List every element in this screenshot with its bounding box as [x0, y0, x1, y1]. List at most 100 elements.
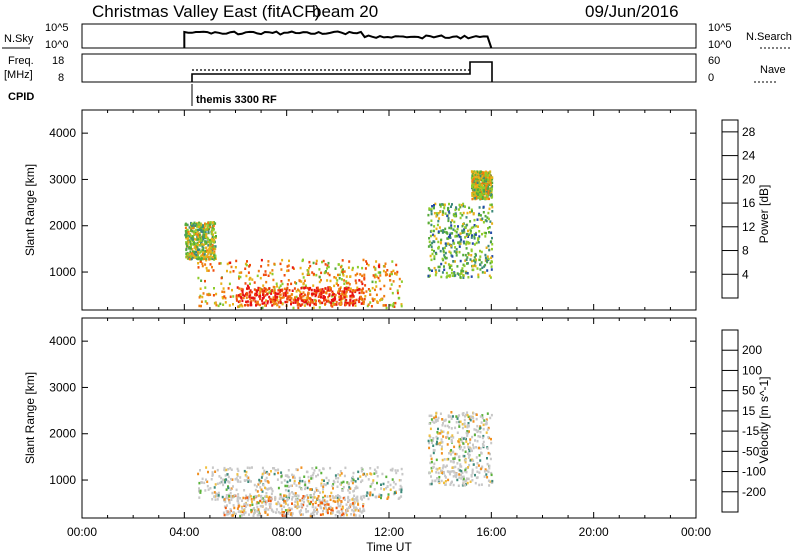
heatmap-cell [452, 239, 455, 242]
heatmap-cell [280, 268, 283, 271]
heatmap-cell [213, 241, 216, 244]
heatmap-cell [250, 510, 253, 514]
heatmap-cell [261, 501, 264, 504]
heatmap-cell [481, 232, 483, 236]
heatmap-cell [455, 415, 458, 418]
heatmap-cell [321, 288, 324, 291]
heatmap-cell [350, 294, 353, 297]
heatmap-cell [338, 288, 341, 291]
nsky-tick-low: 10^0 [45, 39, 69, 51]
heatmap-cell [469, 211, 472, 214]
heatmap-cell [278, 497, 281, 500]
heatmap-cell [220, 476, 223, 480]
heatmap-cell [228, 494, 231, 498]
heatmap-cell [480, 421, 483, 424]
heatmap-cell [307, 500, 310, 503]
heatmap-cell [248, 295, 251, 299]
heatmap-cell [205, 235, 208, 238]
heatmap-cell [239, 304, 242, 307]
heatmap-cell [491, 481, 494, 484]
heatmap-cell [451, 434, 454, 437]
heatmap-cell [294, 296, 296, 299]
heatmap-cell [305, 470, 308, 474]
heatmap-cell [379, 271, 382, 274]
heatmap-cell [299, 513, 302, 516]
plot-title: Christmas Valley East (fitACF) [92, 2, 320, 21]
heatmap-cell [471, 469, 474, 473]
heatmap-cell [360, 480, 362, 484]
heatmap-cell [400, 488, 403, 491]
heatmap-cell [372, 299, 375, 302]
heatmap-cell [333, 303, 336, 306]
heatmap-cell [313, 302, 316, 306]
heatmap-cell [209, 243, 211, 246]
heatmap-cell [479, 193, 482, 196]
heatmap-cell [442, 249, 445, 253]
heatmap-cell [463, 241, 466, 245]
heatmap-cell [251, 278, 254, 281]
heatmap-cell [203, 234, 206, 237]
heatmap-cell [359, 507, 361, 511]
heatmap-cell [296, 288, 299, 291]
heatmap-cell [286, 269, 289, 273]
heatmap-cell [479, 214, 482, 217]
heatmap-cell [196, 255, 199, 259]
heatmap-cell [447, 219, 450, 223]
heatmap-cell [223, 505, 226, 508]
heatmap-cell [279, 297, 282, 300]
heatmap-cell [261, 490, 264, 493]
heatmap-cell [208, 239, 211, 242]
heatmap-cell [475, 446, 478, 449]
heatmap-cell [207, 251, 210, 254]
heatmap-cell [232, 511, 235, 514]
heatmap-cell [491, 205, 494, 209]
heatmap-cell [240, 287, 243, 291]
heatmap-cell [457, 241, 460, 244]
heatmap-cell [292, 267, 295, 270]
heatmap-cell [205, 255, 208, 259]
heatmap-cell [303, 298, 306, 302]
heatmap-cell [367, 303, 370, 306]
heatmap-cell [313, 493, 315, 496]
heatmap-cell [293, 476, 296, 480]
heatmap-cell [348, 260, 351, 263]
heatmap-cell [458, 203, 461, 207]
heatmap-cell [461, 426, 464, 430]
heatmap-cell [362, 503, 364, 507]
heatmap-cell [450, 221, 452, 224]
heatmap-cell [193, 230, 196, 234]
heatmap-cell [203, 257, 206, 261]
heatmap-cell [259, 499, 262, 503]
heatmap-cell [469, 258, 472, 261]
heatmap-cell [255, 502, 258, 506]
heatmap-cell [466, 481, 469, 485]
heatmap-cell [213, 228, 215, 231]
heatmap-cell [185, 236, 188, 240]
heatmap-cell [470, 249, 473, 253]
heatmap-cell [304, 480, 307, 484]
heatmap-cell [380, 483, 382, 486]
heatmap-cell [450, 453, 452, 456]
heatmap-cell [437, 471, 440, 475]
x-tick-label: 16:00 [476, 525, 506, 539]
heatmap-cell [433, 212, 436, 215]
heatmap-cell [465, 233, 468, 236]
heatmap-cell [473, 428, 476, 431]
heatmap-cell [205, 233, 208, 236]
heatmap-cell [338, 298, 341, 302]
heatmap-cell [201, 295, 204, 299]
heatmap-cell [230, 498, 233, 501]
heatmap-cell [284, 502, 287, 505]
heatmap-cell [487, 192, 490, 195]
heatmap-cell [379, 274, 382, 277]
heatmap-cell [463, 264, 466, 268]
heatmap-cell [197, 472, 200, 476]
heatmap-cell [465, 243, 468, 246]
heatmap-cell [355, 485, 358, 488]
heatmap-cell [475, 231, 477, 235]
heatmap-cell [326, 482, 329, 485]
heatmap-cell [259, 486, 262, 489]
heatmap-cell [447, 208, 450, 212]
heatmap-cell [214, 483, 217, 486]
heatmap-cell [297, 505, 300, 508]
